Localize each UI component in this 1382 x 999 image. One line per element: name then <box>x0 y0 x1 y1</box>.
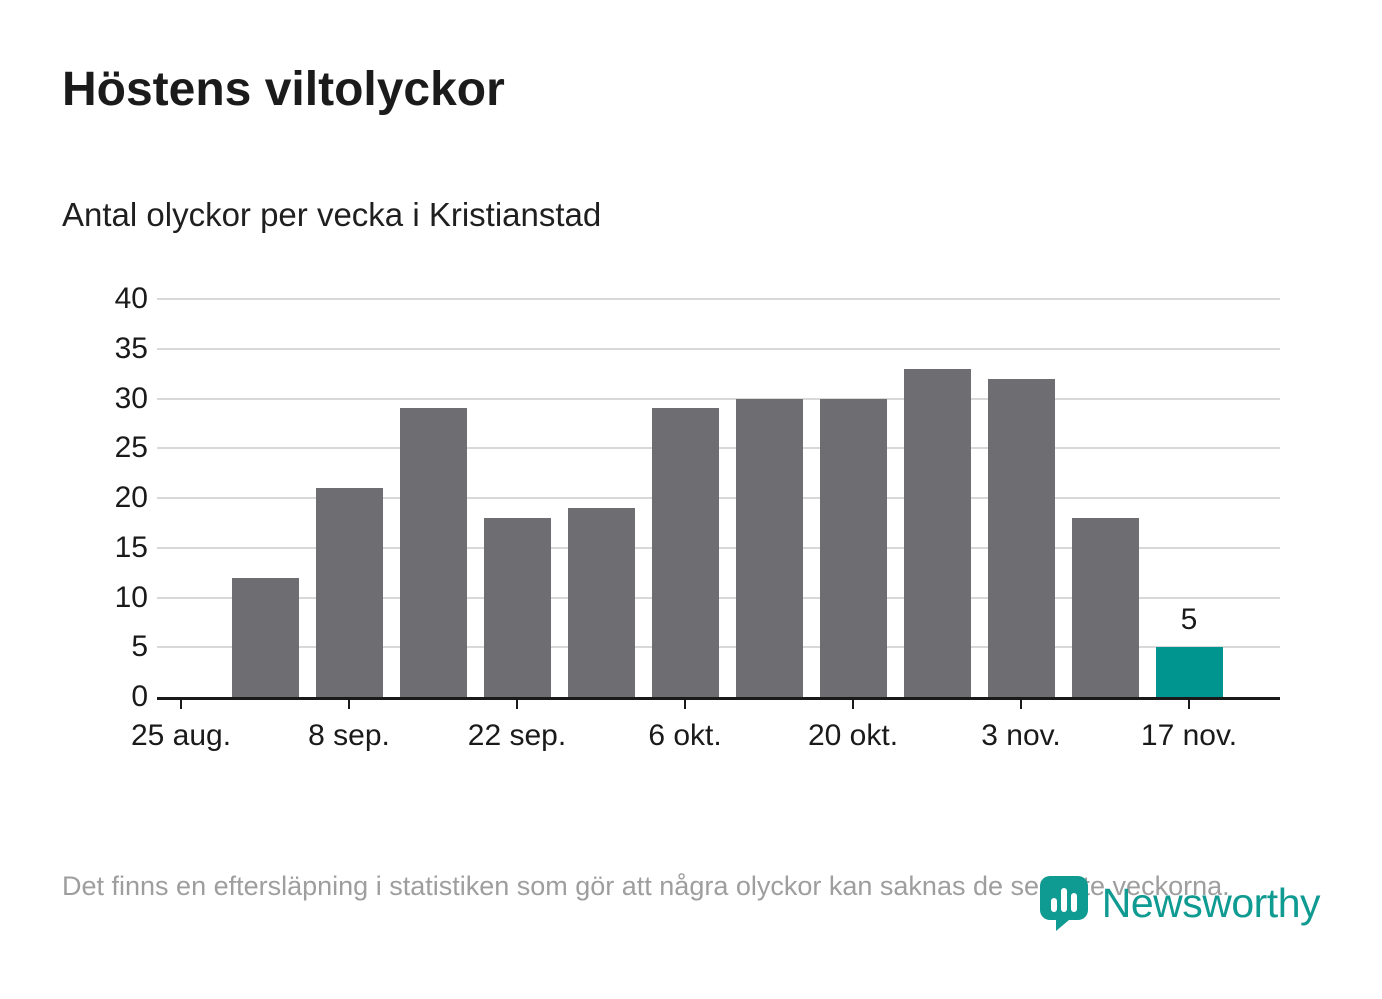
x-axis-tick-mark <box>348 700 350 709</box>
x-axis-tick-label: 6 okt. <box>648 719 722 752</box>
bar-week-12 <box>1155 647 1223 697</box>
bar-chart: 0 5 10 15 20 25 30 35 40 5 25 aug. 8 sep. 22 sep. 6 o… <box>0 282 1382 795</box>
bar-week-7 <box>735 398 803 697</box>
bar-week-8 <box>819 398 887 697</box>
newsworthy-logo-icon <box>1038 874 1090 932</box>
gridline-y-5 <box>157 646 1280 649</box>
x-axis-tick-mark <box>1188 700 1190 709</box>
x-axis-tick-mark <box>516 700 518 709</box>
y-axis-tick-label: 25 <box>114 431 148 465</box>
newsworthy-logo-text: Newsworthy <box>1101 879 1321 926</box>
y-axis-tick-label: 20 <box>114 481 148 514</box>
y-axis-tick-label: 30 <box>114 381 148 415</box>
x-axis-tick-label: 25 aug. <box>130 719 232 752</box>
bar-week-5 <box>567 507 635 697</box>
bar-week-11 <box>1071 517 1139 697</box>
gridline-y-20 <box>157 497 1280 499</box>
gridline-y-40 <box>157 298 1280 300</box>
highlighted-bar-value-label: 5 <box>1180 603 1198 637</box>
bar-week-6 <box>651 408 719 697</box>
bar-week-1 <box>231 577 299 697</box>
y-axis-tick-label: 40 <box>114 282 148 315</box>
x-axis-tick-label: 17 nov. <box>1140 719 1238 752</box>
x-axis-tick-label: 22 sep. <box>467 719 567 752</box>
chart-title: Höstens viltolyckor <box>62 63 505 116</box>
x-axis-tick-label: 20 okt. <box>807 719 899 752</box>
bar-week-4 <box>483 517 551 697</box>
bar-week-3 <box>399 408 467 697</box>
gridline-y-15 <box>157 546 1280 549</box>
newsworthy-logo: Newsworthy <box>1038 874 1321 932</box>
gridline-y-10 <box>157 596 1280 599</box>
x-axis-line <box>157 697 1280 700</box>
y-axis-tick-label: 5 <box>131 630 148 664</box>
gridline-y-30 <box>157 397 1280 400</box>
x-axis-tick-mark <box>684 700 686 709</box>
chart-subtitle: Antal olyckor per vecka i Kristianstad <box>62 196 602 233</box>
bar-week-10 <box>987 378 1055 697</box>
y-axis-tick-label: 0 <box>131 680 148 713</box>
bar-week-2 <box>315 488 383 697</box>
footnote-text: Det finns en eftersläpning i statistiken… <box>62 871 1230 901</box>
y-axis-tick-label: 15 <box>114 530 148 564</box>
x-axis-tick-label: 3 nov. <box>981 719 1061 752</box>
gridline-y-35 <box>157 347 1280 350</box>
gridline-y-25 <box>157 447 1280 450</box>
x-axis-tick-mark <box>852 700 854 709</box>
x-axis-tick-mark <box>1020 700 1022 709</box>
y-axis-tick-label: 35 <box>114 331 148 365</box>
bar-week-9 <box>903 368 971 697</box>
x-axis-tick-mark <box>180 700 182 709</box>
y-axis-tick-label: 10 <box>114 580 148 614</box>
x-axis-tick-label: 8 sep. <box>308 719 390 752</box>
